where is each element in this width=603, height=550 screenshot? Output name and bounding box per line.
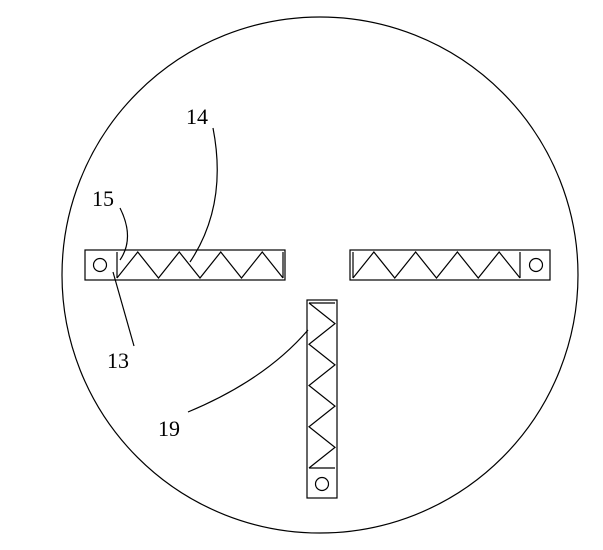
leader-13 bbox=[113, 272, 134, 346]
zigzag-left bbox=[117, 252, 283, 278]
zigzag-bottom bbox=[309, 303, 335, 468]
leader-15 bbox=[120, 208, 128, 260]
leader-14 bbox=[190, 128, 217, 262]
outer-circle bbox=[62, 17, 578, 533]
pivot-right bbox=[530, 259, 543, 272]
figure-canvas: 14 15 13 19 bbox=[0, 0, 603, 550]
pivot-left bbox=[94, 259, 107, 272]
label-19: 19 bbox=[158, 416, 180, 442]
bar-left bbox=[85, 250, 285, 280]
label-15: 15 bbox=[92, 186, 114, 212]
pivot-bottom bbox=[316, 478, 329, 491]
diagram-svg bbox=[0, 0, 603, 550]
leader-19 bbox=[188, 330, 308, 412]
label-13: 13 bbox=[107, 348, 129, 374]
zigzag-right bbox=[353, 252, 520, 278]
label-14: 14 bbox=[186, 104, 208, 130]
